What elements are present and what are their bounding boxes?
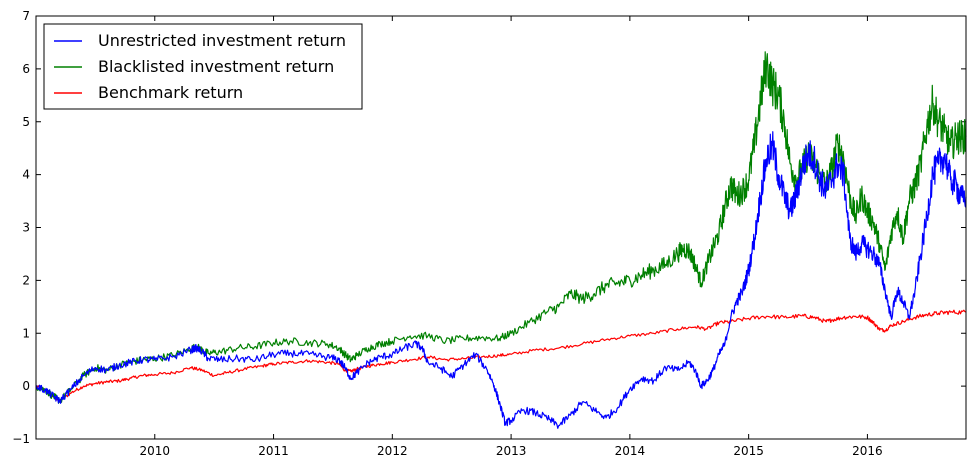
x-tick-label: 2012 — [377, 444, 408, 458]
series-lines — [35, 51, 967, 429]
y-tick-label: 6 — [22, 62, 30, 76]
series-line-1 — [35, 51, 967, 404]
y-tick-label: 4 — [22, 168, 30, 182]
x-tick-label: 2015 — [733, 444, 764, 458]
y-tick-label: 0 — [22, 379, 30, 393]
x-tick-label: 2011 — [258, 444, 289, 458]
legend-box — [43, 23, 363, 110]
y-tick-label: −1 — [12, 432, 30, 446]
legend-label-1: Blacklisted investment return — [98, 57, 334, 76]
y-tick-label: 7 — [22, 9, 30, 23]
legend: Unrestricted investment return Blackliste… — [43, 23, 363, 110]
y-tick-label: 2 — [22, 273, 30, 287]
legend-label-2: Benchmark return — [98, 83, 243, 102]
x-tick-label: 2014 — [615, 444, 646, 458]
x-tick-label: 2010 — [140, 444, 171, 458]
x-tick-label: 2013 — [496, 444, 527, 458]
x-tick-labels: 2010 2011 2012 2013 2014 2015 2016 — [140, 444, 883, 458]
plot-frame — [35, 15, 967, 440]
y-tick-labels: −1 0 1 2 3 4 5 6 7 — [12, 9, 30, 446]
y-tick-label: 5 — [22, 115, 30, 129]
series-line-0 — [35, 131, 967, 429]
y-tick-label: 3 — [22, 221, 30, 235]
x-tick-label: 2016 — [852, 444, 883, 458]
legend-label-0: Unrestricted investment return — [98, 31, 346, 50]
y-tick-label: 1 — [22, 326, 30, 340]
